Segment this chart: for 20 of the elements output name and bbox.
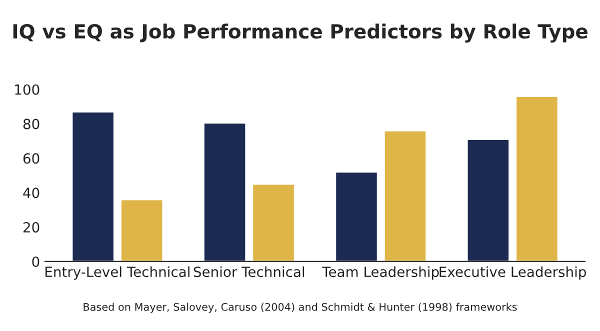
text: Based on Mayer, Salovey, Caruso (2004) and Schmidt & Hunter (1998) frameworks <box>84 302 517 313</box>
y-tick-label: 0 <box>32 256 40 267</box>
y-tick-label: 40 <box>23 188 40 198</box>
x-tick-label: Team Leadership <box>322 266 439 280</box>
bar <box>515 96 559 262</box>
bar <box>466 138 510 262</box>
bar <box>252 183 296 262</box>
bar <box>383 130 427 262</box>
x-tick-label: Senior Technical <box>194 266 304 278</box>
y-tick-label: 80 <box>23 118 40 130</box>
bar <box>120 198 164 262</box>
x-tick-label: Executive Leadership <box>440 266 586 280</box>
y-tick-label: 60 <box>23 153 40 164</box>
bar <box>334 171 378 262</box>
chart-title: IQ vs EQ as Job Performance Predictors by Role Type <box>13 24 588 43</box>
bar <box>203 122 247 262</box>
x-tick-label: Entry-Level Technical <box>46 266 190 280</box>
bar <box>71 111 115 262</box>
y-tick-label: 20 <box>23 222 40 233</box>
y-tick-label: 100 <box>15 84 40 95</box>
